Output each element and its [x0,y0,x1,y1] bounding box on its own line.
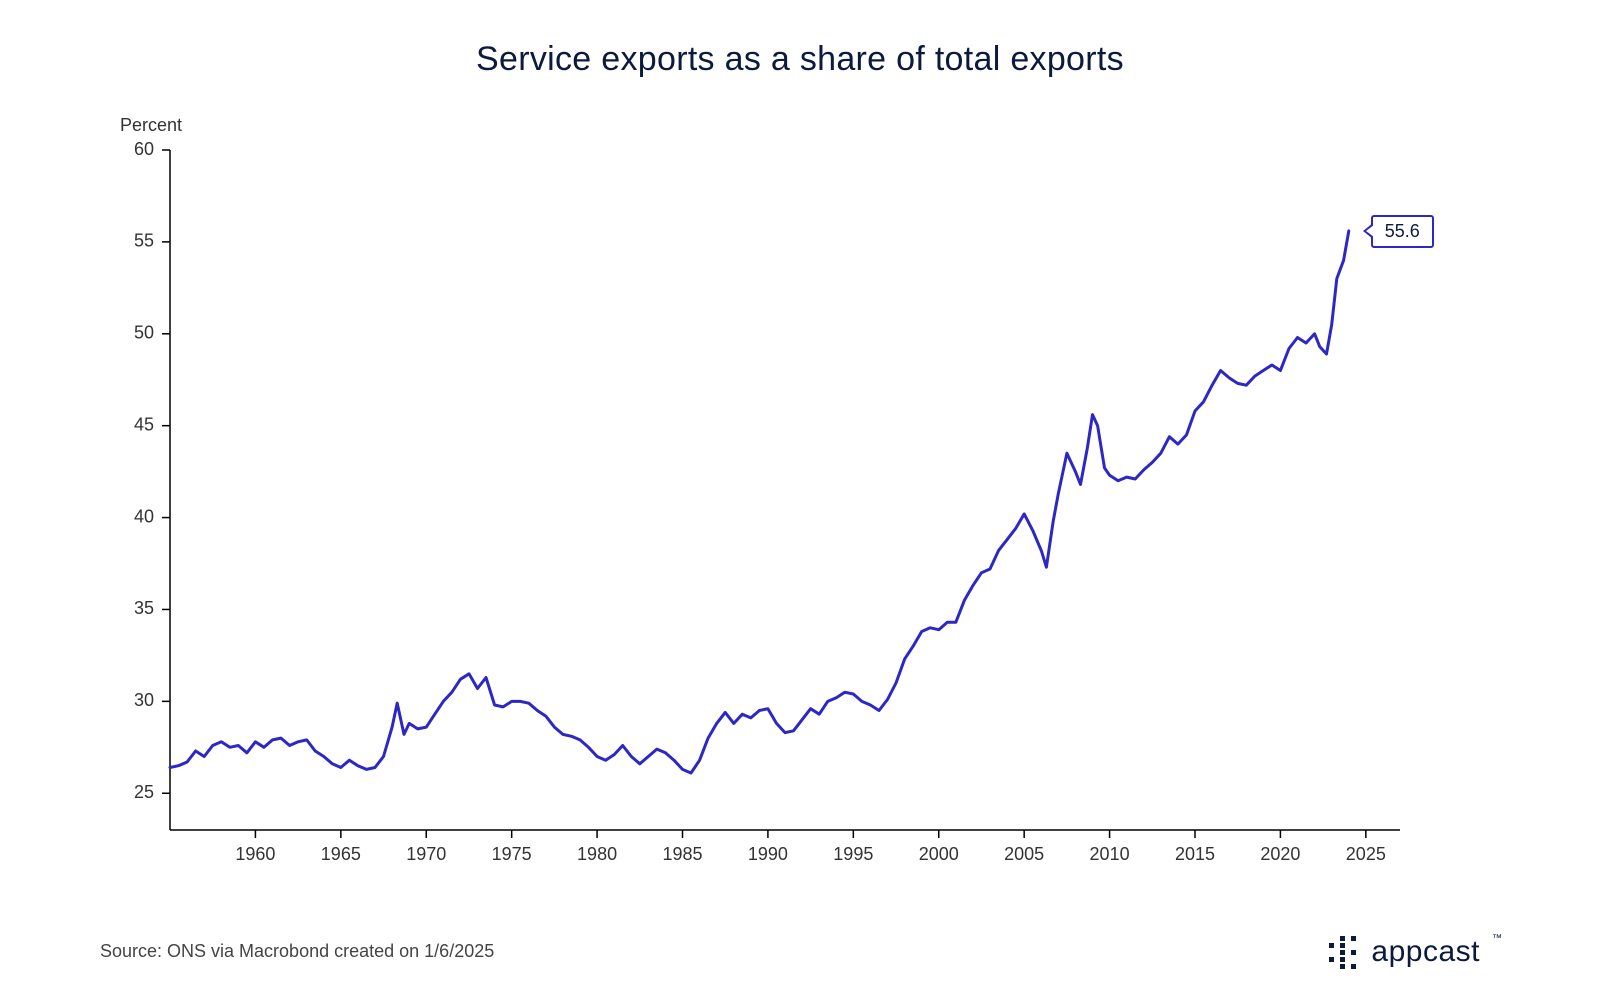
svg-text:1995: 1995 [833,844,873,864]
appcast-logo-text: appcast [1371,935,1480,969]
source-text: Source: ONS via Macrobond created on 1/6… [100,941,494,962]
endpoint-callout: 55.6 [1371,215,1434,248]
svg-text:35: 35 [134,598,154,618]
svg-text:55: 55 [134,231,154,251]
svg-text:2015: 2015 [1175,844,1215,864]
svg-text:2025: 2025 [1346,844,1386,864]
svg-text:1990: 1990 [748,844,788,864]
appcast-logo: appcast ™ [1325,934,1500,970]
chart-svg: 25 30 35 40 45 50 55 60 1960 1965 1970 1975 1980 1985… [0,0,1600,1000]
svg-text:2020: 2020 [1260,844,1300,864]
svg-text:25: 25 [134,782,154,802]
endpoint-callout-value: 55.6 [1385,221,1420,241]
svg-text:2000: 2000 [919,844,959,864]
trademark-icon: ™ [1492,933,1502,944]
svg-text:45: 45 [134,414,154,434]
svg-text:1970: 1970 [406,844,446,864]
svg-text:1985: 1985 [662,844,702,864]
appcast-logo-icon [1325,934,1361,970]
svg-text:1965: 1965 [321,844,361,864]
chart-title: Service exports as a share of total expo… [0,40,1600,79]
svg-text:2005: 2005 [1004,844,1044,864]
svg-text:2010: 2010 [1090,844,1130,864]
svg-text:40: 40 [134,506,154,526]
svg-text:50: 50 [134,323,154,343]
svg-text:1980: 1980 [577,844,617,864]
y-axis-title: Percent [120,115,182,136]
svg-text:1975: 1975 [492,844,532,864]
svg-text:30: 30 [134,690,154,710]
chart-container: { "chart": { "type": "line", "title": "S… [0,0,1600,1000]
svg-text:1960: 1960 [235,844,275,864]
svg-text:60: 60 [134,139,154,159]
